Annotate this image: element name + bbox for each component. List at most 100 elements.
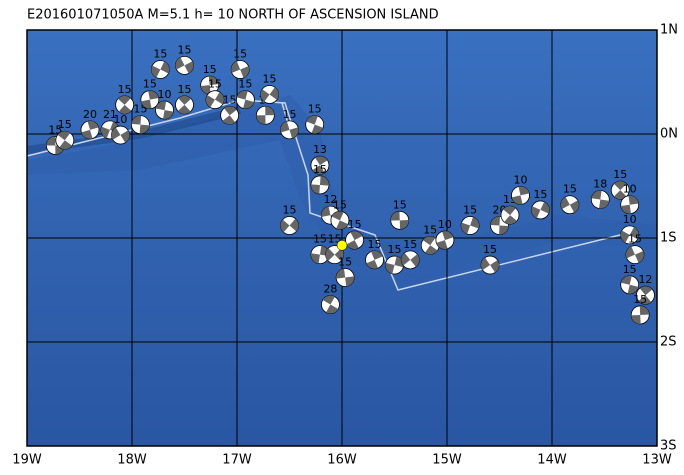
compression-quadrant xyxy=(325,248,344,262)
compression-quadrant xyxy=(306,115,324,134)
x-tick-label: 17W xyxy=(222,453,252,468)
beachball xyxy=(280,120,299,140)
depth-label: 15 xyxy=(283,204,297,217)
compression-quadrant xyxy=(57,131,72,150)
compression-quadrant xyxy=(385,256,404,274)
beachball xyxy=(140,90,160,110)
depth-label: 21 xyxy=(103,108,117,121)
depth-label: 12 xyxy=(638,273,652,286)
depth-label: 15 xyxy=(233,48,247,61)
compression-quadrant xyxy=(620,227,639,243)
y-tick-label: 3S xyxy=(660,439,677,454)
depth-label: 15 xyxy=(203,63,217,76)
compression-quadrant xyxy=(560,196,579,213)
depth-label: 15 xyxy=(348,218,362,231)
beachball xyxy=(55,130,75,150)
depth-label: 15 xyxy=(333,198,347,211)
depth-label: 20 xyxy=(83,108,97,121)
depth-label: 15 xyxy=(223,93,237,106)
depth-label: 10 xyxy=(158,88,172,101)
depth-label: 15 xyxy=(393,198,407,211)
compression-quadrant xyxy=(280,218,299,233)
depth-label: 15 xyxy=(263,72,277,85)
compression-quadrant xyxy=(336,268,355,287)
compression-quadrant xyxy=(117,95,132,114)
compression-quadrant xyxy=(620,275,639,294)
beachball xyxy=(260,85,279,104)
compression-quadrant xyxy=(503,206,517,225)
x-tick-label: 18W xyxy=(117,453,147,468)
compression-quadrant xyxy=(100,121,119,139)
compression-quadrant xyxy=(200,76,219,95)
beachball xyxy=(130,115,150,135)
beachball xyxy=(636,285,655,305)
y-tick-label: 0N xyxy=(660,127,678,142)
compression-quadrant xyxy=(461,217,480,235)
compression-quadrant xyxy=(205,91,224,108)
depth-label: 15 xyxy=(238,78,252,91)
beachball xyxy=(200,75,220,95)
compression-quadrant xyxy=(131,115,150,134)
map-title: E201601071050A M=5.1 h= 10 NORTH OF ASCE… xyxy=(27,8,439,23)
compression-quadrant xyxy=(222,106,237,125)
depth-label: 15 xyxy=(483,243,497,256)
compression-quadrant xyxy=(511,186,530,205)
compression-quadrant xyxy=(625,246,644,263)
compression-quadrant xyxy=(236,90,255,109)
beachball xyxy=(385,255,404,275)
compression-quadrant xyxy=(331,211,349,230)
frame xyxy=(26,29,658,447)
beachball xyxy=(80,120,100,140)
depth-label: 15 xyxy=(613,168,627,181)
compression-quadrant xyxy=(591,190,610,209)
depth-label: 15 xyxy=(58,118,72,131)
compression-quadrant xyxy=(312,156,328,175)
beachball xyxy=(235,90,255,110)
x-tick-label: 19W xyxy=(12,453,42,468)
beachball xyxy=(365,250,384,270)
depth-label: 15 xyxy=(313,163,327,176)
depth-label: 15 xyxy=(178,43,192,56)
compression-quadrant xyxy=(390,211,409,230)
depth-label: 15 xyxy=(368,238,382,251)
beachball xyxy=(435,230,455,250)
beachball xyxy=(255,105,275,125)
compression-quadrant xyxy=(111,127,130,143)
depth-label: 15 xyxy=(118,83,132,96)
depth-label: 15 xyxy=(153,48,167,61)
compression-quadrant xyxy=(613,181,627,200)
compression-quadrant xyxy=(175,57,194,74)
beachball xyxy=(111,125,130,145)
compression-quadrant xyxy=(155,101,174,120)
beachball xyxy=(620,195,640,215)
x-tick-label: 16W xyxy=(327,453,357,468)
beachball xyxy=(330,210,350,230)
compression-quadrant xyxy=(401,252,420,267)
compression-quadrant xyxy=(280,121,299,139)
beachball xyxy=(155,100,174,120)
beachball xyxy=(610,180,630,200)
beachball xyxy=(310,155,330,175)
compression-quadrant xyxy=(366,250,383,269)
compression-quadrant xyxy=(151,61,170,78)
beachball xyxy=(390,210,410,230)
depth-label: 10 xyxy=(623,213,637,226)
beachball xyxy=(345,230,365,250)
beachball xyxy=(230,60,250,79)
depth-label: 28 xyxy=(323,283,337,296)
beachball xyxy=(335,268,355,287)
beachball xyxy=(511,185,530,205)
depth-label: 15 xyxy=(563,183,577,196)
compression-quadrant xyxy=(346,231,363,250)
beachball xyxy=(305,115,325,135)
depth-label: 15 xyxy=(533,188,547,201)
beachball xyxy=(115,95,135,115)
compression-quadrant xyxy=(310,175,329,194)
compression-quadrant xyxy=(531,201,550,219)
beachball xyxy=(175,95,194,115)
compression-quadrant xyxy=(436,231,454,250)
beachball xyxy=(630,305,650,325)
depth-label: 10 xyxy=(623,183,637,196)
compression-quadrant xyxy=(620,195,639,214)
